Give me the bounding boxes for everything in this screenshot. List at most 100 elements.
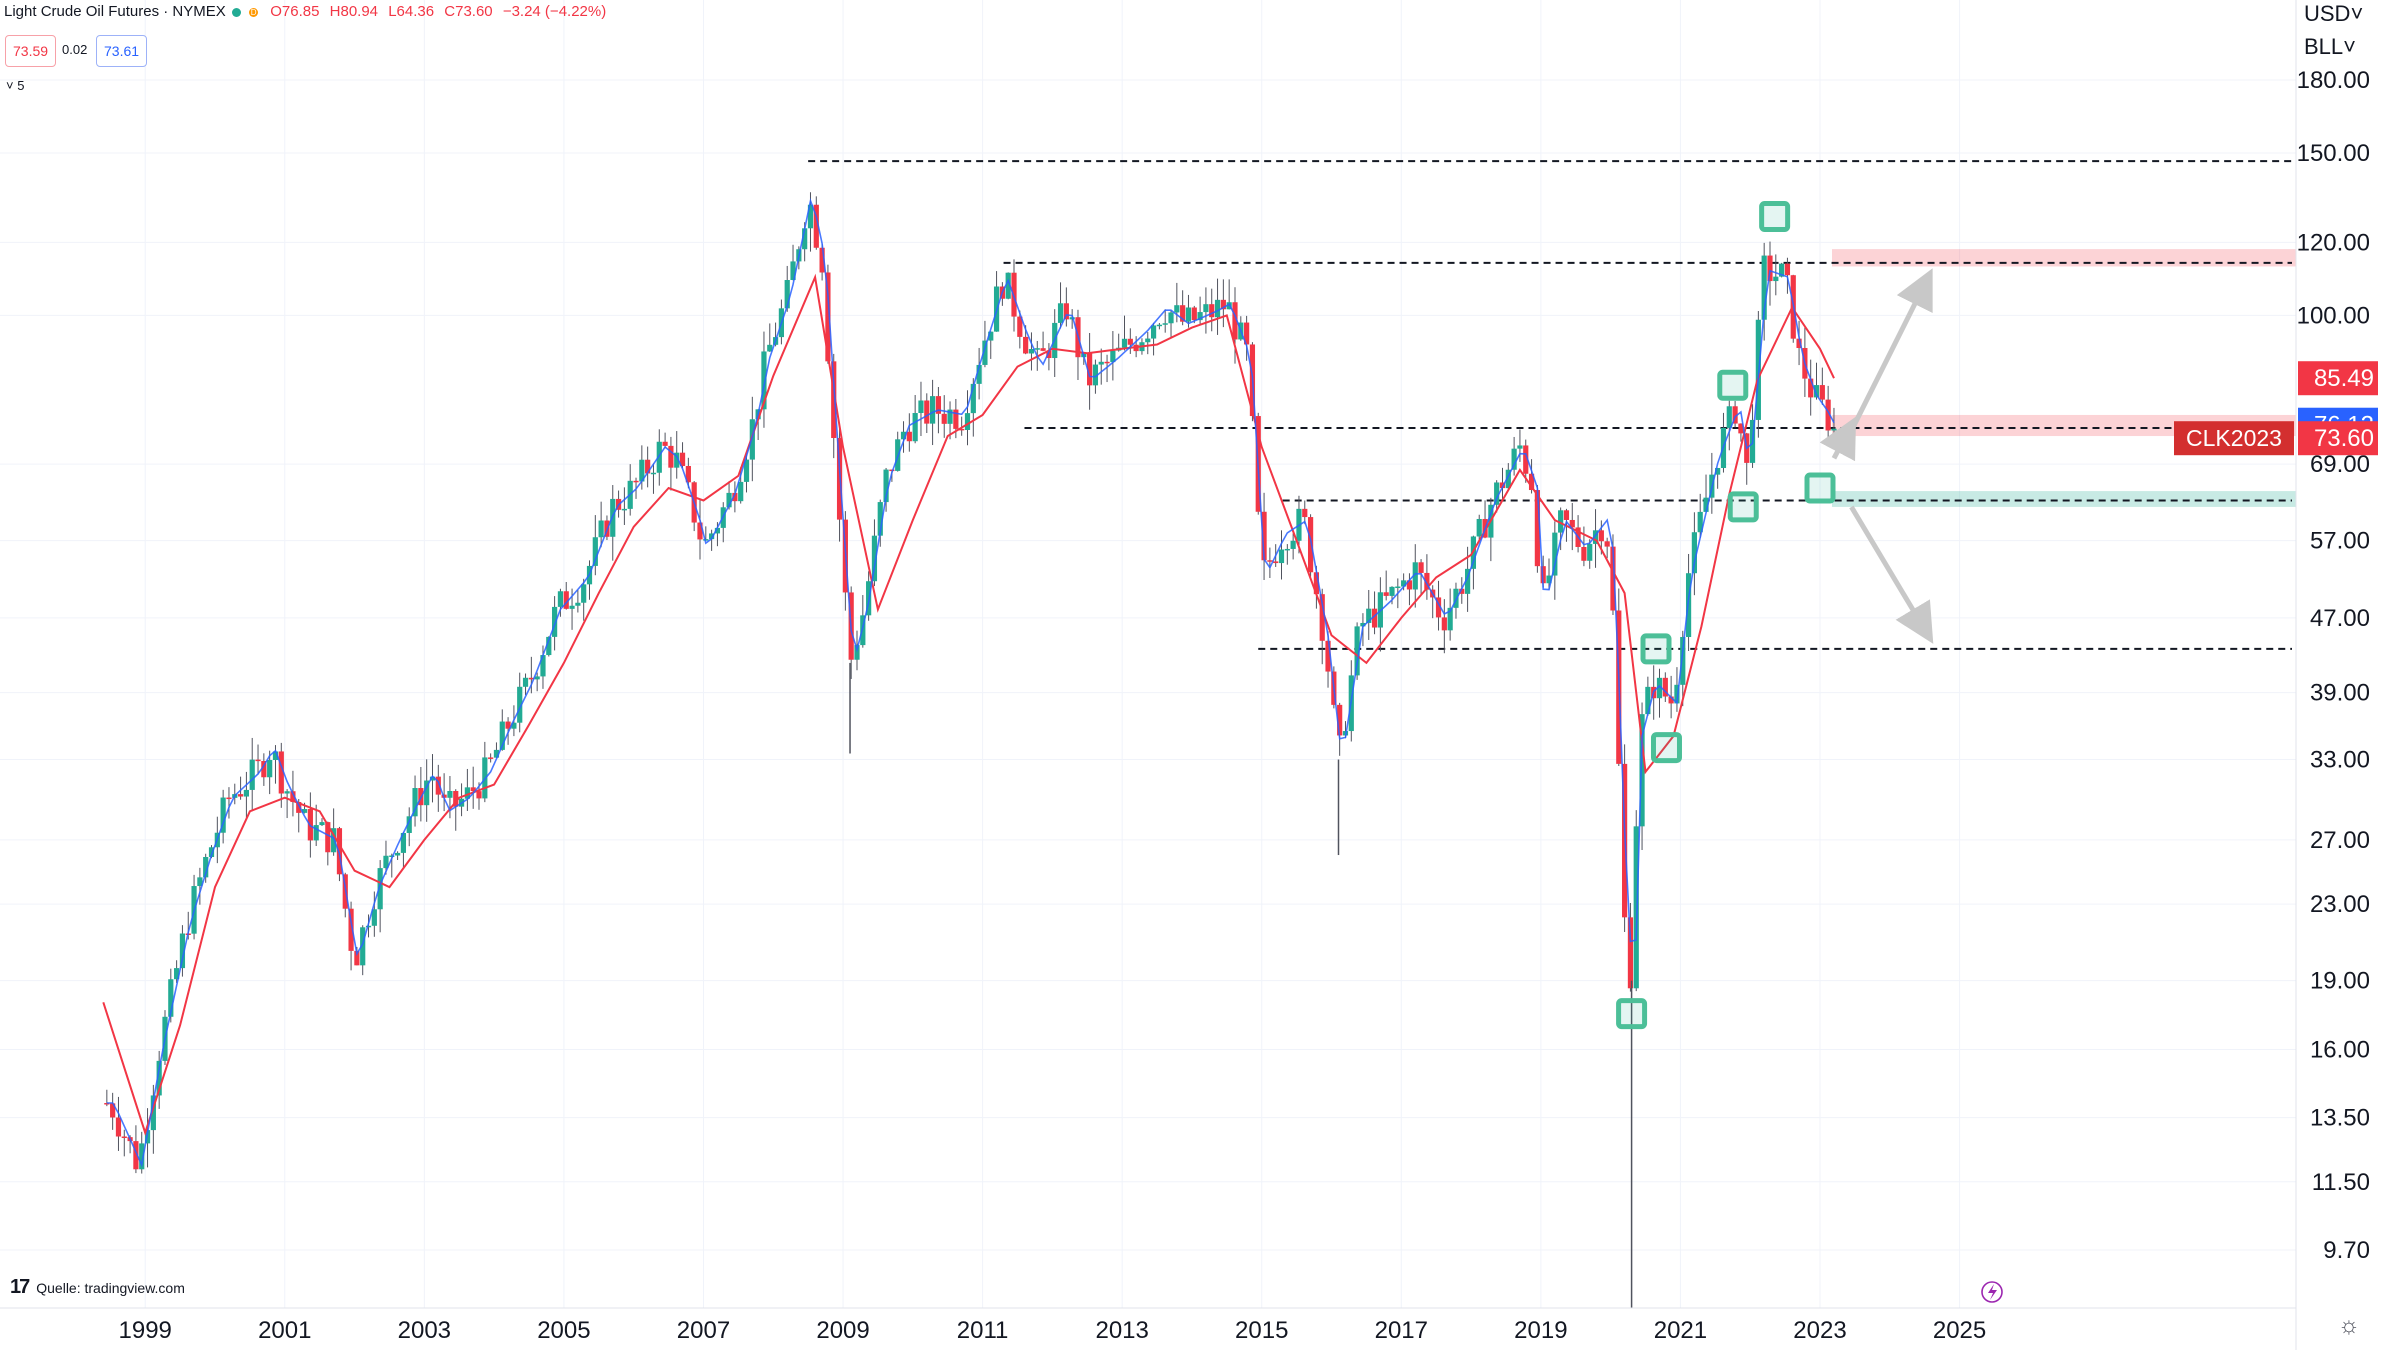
candle-body (517, 686, 523, 723)
candle-body (1180, 305, 1186, 322)
candle-body (319, 822, 325, 826)
price-tick-label: 33.00 (2310, 747, 2370, 774)
candle-body (1307, 517, 1314, 573)
candle-body (1232, 302, 1238, 340)
settings-icon[interactable]: ☼ (2338, 1312, 2360, 1339)
candle-body (592, 537, 598, 566)
candle-body (406, 816, 412, 833)
candle-body (738, 481, 744, 502)
candle-body (1197, 312, 1203, 321)
price-badge-bg (2298, 421, 2378, 456)
candle-body (947, 409, 953, 424)
candle-body (139, 1143, 145, 1170)
time-tick-label: 2007 (677, 1317, 730, 1344)
candle-body (1767, 255, 1773, 282)
candle-body (290, 791, 296, 803)
candle-body (1337, 704, 1343, 736)
candle-body (743, 459, 750, 482)
candle-body (249, 759, 255, 790)
candle-body (150, 1095, 156, 1131)
candle-body (435, 776, 441, 795)
symbol-title[interactable]: Light Crude Oil Futures · NYMEX (4, 3, 226, 20)
candle-body (726, 492, 732, 508)
candle-body (714, 527, 721, 534)
currency-selector[interactable]: USD˅ (2304, 1, 2364, 26)
candle-body (883, 469, 889, 503)
ohlc-open: O76.85 (270, 3, 320, 20)
candle-body (499, 721, 505, 750)
pattern-marker (1717, 369, 1749, 401)
time-tick-label: 2003 (398, 1317, 451, 1344)
candle-body (1313, 572, 1320, 595)
candle-body (1005, 272, 1011, 299)
price-badge-bg (2298, 361, 2378, 396)
indicators-collapse-toggle[interactable]: ˅ 5 (6, 78, 25, 93)
unit-selector[interactable]: BLL˅ (2304, 34, 2356, 59)
price-zones (1832, 249, 2296, 507)
candle-body (1145, 338, 1151, 343)
price-tick-label: 11.50 (2312, 1169, 2370, 1196)
pattern-marker (1727, 491, 1759, 523)
candle-body (685, 465, 691, 483)
time-tick-label: 2009 (816, 1317, 869, 1344)
tradingview-logo-icon: 17 (10, 1276, 30, 1298)
ask-button[interactable]: 73.61 (96, 35, 148, 67)
candle-body (1209, 304, 1215, 318)
time-tick-label: 2013 (1095, 1317, 1148, 1344)
candle-body (633, 480, 639, 483)
price-axis[interactable]: 180.00 150.00 120.00 100.00 69.00 57.00 47.00 3… (2297, 67, 2370, 1264)
pattern-marker (1650, 732, 1682, 764)
candle-body (563, 591, 569, 609)
candle-body (296, 802, 302, 813)
candle-body (697, 522, 703, 540)
candle-body (679, 452, 686, 466)
candle-body (1383, 592, 1389, 596)
candle-body (336, 828, 343, 875)
candle-body (1168, 312, 1174, 324)
candle-body (383, 855, 389, 869)
candle-body (348, 908, 354, 951)
candle-body (522, 677, 529, 687)
candle-body (115, 1117, 122, 1137)
candle-body (1819, 385, 1825, 400)
candle-body (552, 606, 558, 637)
candle-body (237, 794, 244, 797)
candle-body (1761, 255, 1767, 320)
price-tick-label: 9.70 (2323, 1237, 2370, 1264)
candle-body (1610, 546, 1616, 611)
candle-body (301, 809, 308, 813)
candle-body (1697, 511, 1703, 533)
candle-body (325, 822, 331, 853)
candle-body (1267, 560, 1273, 562)
candle-body (650, 472, 657, 475)
candle-body (918, 400, 924, 414)
candle-body (761, 351, 767, 410)
time-axis[interactable]: 1999 2001 2003 2005 2007 2009 2011 2013 2015 2017… (119, 1317, 1987, 1344)
candle-body (179, 933, 186, 969)
lightning-icon[interactable] (1981, 1281, 2003, 1303)
candle-body (988, 331, 994, 341)
candle-body (1796, 338, 1802, 349)
source-text: Quelle: tradingview.com (36, 1279, 185, 1296)
time-tick-label: 2023 (1793, 1317, 1846, 1344)
candle-body (1046, 350, 1052, 359)
bid-button[interactable]: 73.59 (5, 35, 57, 67)
candle-body (784, 280, 790, 309)
ohlc-close: C73.60 (444, 3, 493, 20)
candle-body (621, 508, 627, 511)
candle-body (272, 751, 279, 761)
candle-body (1092, 364, 1099, 386)
candle-body (1325, 640, 1331, 672)
candle-body (261, 761, 267, 778)
candle-body (493, 749, 500, 758)
candle-body (1104, 361, 1110, 364)
candle-body (1668, 696, 1674, 704)
support-resistance-lines (808, 160, 2292, 650)
candle-body (674, 452, 680, 468)
ohlc-high: H80.94 (329, 3, 379, 20)
candle-body (1825, 399, 1831, 431)
candle-body (354, 950, 360, 966)
candle-body (959, 428, 965, 431)
candle-body (377, 868, 383, 910)
